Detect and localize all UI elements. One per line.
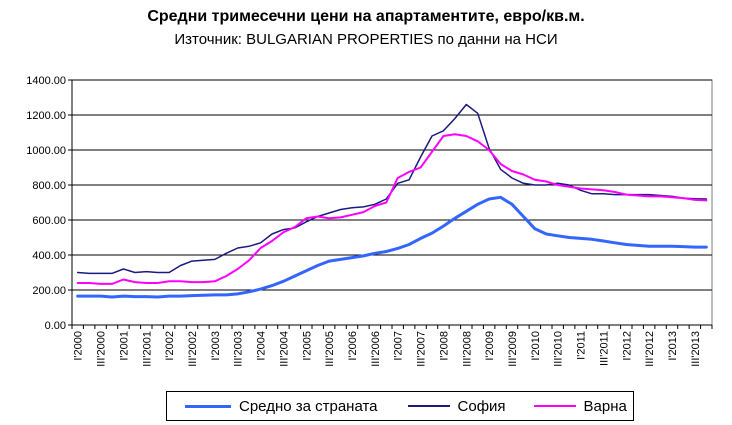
x-tick-label: I'2009 <box>484 331 496 361</box>
x-tick-label: I'2005 <box>301 331 313 361</box>
legend-item-national-average: Средно за страната <box>185 398 378 415</box>
x-tick-label: I'2001 <box>118 331 130 361</box>
chart-title: Средни тримесечни цени на апартаментите,… <box>147 8 585 25</box>
x-tick-label: I'2006 <box>347 331 359 361</box>
legend-label-varna: Варна <box>583 397 627 415</box>
x-tick-label: III'2003 <box>233 331 245 367</box>
line-chart: 0.00 200.00 400.00 600.00 800.00 1000.00 1200.… <box>26 75 713 367</box>
x-tick-label: III'2008 <box>461 331 473 367</box>
y-tick-label: 1000.00 <box>26 145 66 157</box>
legend-label-national-average: Средно за страната <box>239 397 378 415</box>
legend-label-sofia: София <box>457 397 506 415</box>
x-tick-label: III'2012 <box>644 331 656 367</box>
y-tick-label: 0.00 <box>45 320 66 332</box>
x-tick-label: I'2013 <box>667 331 679 361</box>
series-line-0 <box>76 195 708 299</box>
x-tick-label: III'2006 <box>370 331 382 367</box>
legend-item-varna: Варна <box>533 397 627 415</box>
x-tick-label: III'2010 <box>553 331 565 367</box>
x-tick-label: I'2000 <box>73 331 85 361</box>
x-tick-label: I'2010 <box>530 331 542 361</box>
x-tick-label: III'2005 <box>324 331 336 367</box>
x-tick-label: III'2007 <box>416 331 428 367</box>
plot-area <box>71 79 713 326</box>
legend-item-sofia: София <box>407 397 506 415</box>
x-tick-label: I'2003 <box>210 331 222 361</box>
legend-swatch-varna <box>533 405 576 407</box>
x-tick-label: I'2008 <box>438 331 450 361</box>
x-tick-label: I'2002 <box>164 331 176 361</box>
x-tick-label: III'2000 <box>96 331 108 367</box>
x-tick-label: III'2001 <box>141 331 153 367</box>
x-tick-label: I'2012 <box>621 331 633 361</box>
x-tick-label: I'2007 <box>393 331 405 361</box>
y-tick-label: 400.00 <box>32 250 66 262</box>
x-tick-label: III'2009 <box>507 331 519 367</box>
x-tick-label: III'2004 <box>278 331 290 367</box>
series-line-2 <box>76 133 708 285</box>
y-tick-label: 600.00 <box>32 215 66 227</box>
y-tick-label: 800.00 <box>32 180 66 192</box>
y-tick-label: 200.00 <box>32 285 66 297</box>
x-tick-label: III'2013 <box>690 331 702 367</box>
y-tick-label: 1200.00 <box>26 110 66 122</box>
legend-swatch-national-average <box>185 404 231 408</box>
x-tick-label: I'2004 <box>256 331 268 361</box>
chart-legend: Средно за страната София Варна <box>166 391 634 421</box>
y-tick-label: 1400.00 <box>26 75 66 87</box>
x-tick-label: III'2011 <box>598 331 610 366</box>
x-tick-label: III'2002 <box>187 331 199 367</box>
chart-subtitle: Източник: BULGARIAN PROPERTIES по данни … <box>174 31 558 48</box>
x-tick-label: I'2011 <box>576 331 588 360</box>
legend-swatch-sofia <box>407 405 450 407</box>
